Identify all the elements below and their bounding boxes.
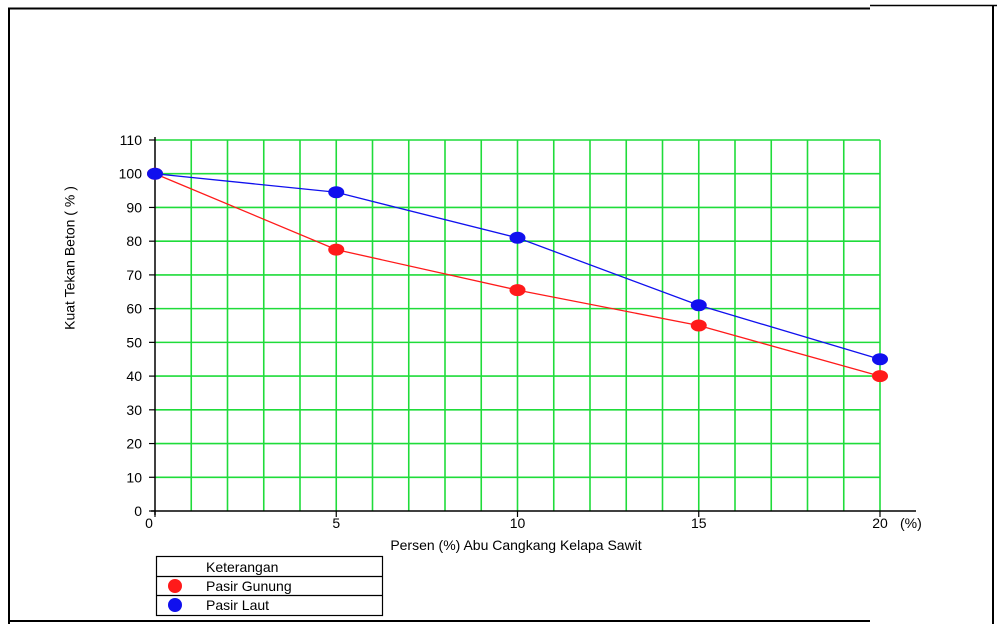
legend-marker-pasir-laut (168, 598, 182, 612)
y-tick-label: 60 (126, 301, 142, 317)
y-tick-label: 0 (134, 503, 142, 519)
legend-title: Keterangan (206, 559, 278, 575)
y-tick-label: 70 (126, 267, 142, 283)
y-tick-label: 100 (119, 166, 143, 182)
data-point-pasir-laut (147, 167, 163, 180)
legend-label-pasir-gunung: Pasir Gunung (206, 578, 292, 594)
chart-ticks: 0 10 20 30 40 50 60 70 80 90 100 110 0 5 10 15 20 (%) (119, 132, 922, 531)
y-tick-label: 20 (126, 436, 142, 452)
chart-grid (155, 139, 881, 511)
y-tick-label: 40 (126, 368, 142, 384)
data-point-pasir-laut (690, 299, 707, 312)
data-point-pasir-gunung (509, 284, 526, 297)
y-tick-label: 90 (126, 199, 142, 215)
chart-axes (151, 137, 916, 515)
x-tick-label: 5 (332, 515, 340, 531)
data-point-pasir-gunung (872, 370, 888, 383)
y-tick-label: 50 (126, 334, 142, 350)
x-tick-label: 0 (145, 515, 153, 531)
legend-box (155, 555, 384, 617)
y-tick-label: 30 (126, 402, 142, 418)
data-point-pasir-laut (872, 353, 888, 366)
y-tick-label: 80 (126, 233, 142, 249)
y-axis-title: Kuat Tekan Beton ( % ) (62, 186, 78, 330)
x-axis-title: Persen (%) Abu Cangkang Kelapa Sawit (390, 537, 641, 553)
x-tick-label: 20 (872, 515, 888, 531)
y-tick-label: 110 (120, 132, 143, 148)
legend-label-pasir-laut: Pasir Laut (206, 597, 269, 613)
x-tick-label: 10 (510, 515, 526, 531)
x-axis-unit-label: (%) (900, 515, 922, 531)
chart-legend: Keterangan Pasir Gunung Pasir Laut (155, 555, 384, 617)
data-point-pasir-gunung (328, 243, 345, 256)
data-point-pasir-gunung (690, 319, 707, 332)
chart-series (147, 167, 888, 383)
y-tick-label: 10 (126, 469, 142, 485)
data-point-pasir-laut (328, 186, 345, 199)
data-point-pasir-laut (509, 231, 526, 244)
legend-marker-pasir-gunung (168, 579, 182, 593)
x-tick-label: 15 (691, 515, 707, 531)
